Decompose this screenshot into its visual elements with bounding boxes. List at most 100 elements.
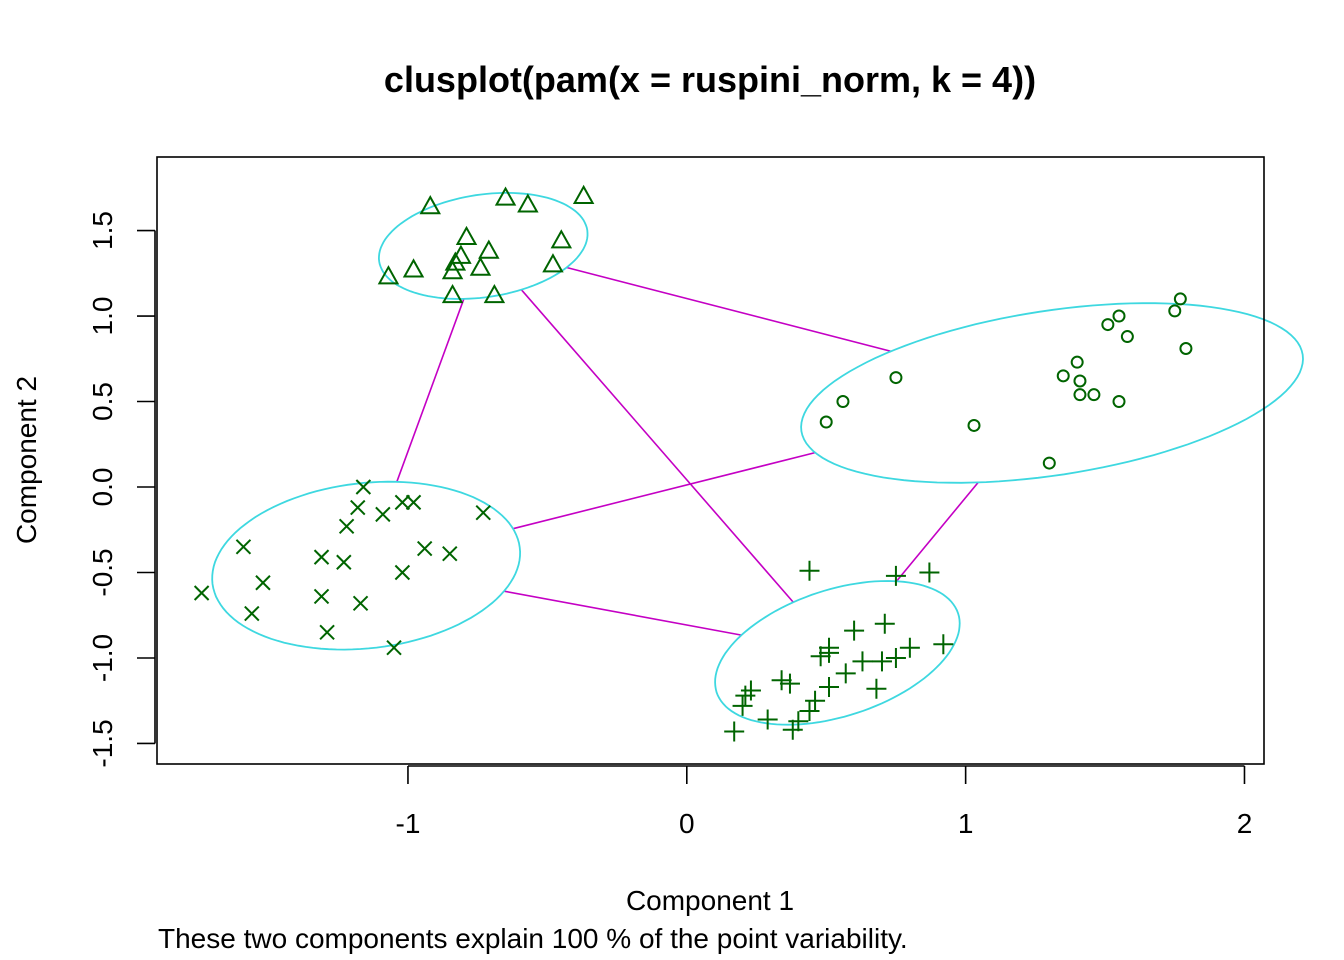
point-plus [835,663,856,684]
point-cross [352,595,369,611]
point-cross [313,588,330,605]
point-triangle [483,283,506,304]
cluster-ellipse [377,191,589,300]
point-plus [724,721,745,742]
point-triangle [517,193,539,213]
cluster-ellipse [211,480,522,651]
point-plus [805,690,826,711]
point-cross [394,494,411,511]
x-axis-label: Component 1 [626,885,794,916]
point-cross [355,479,372,495]
point-cross [416,540,433,557]
cluster-ellipse [800,302,1304,484]
cluster-link [396,298,465,483]
point-triangle [377,265,400,285]
point-plus [852,651,873,672]
point-plus [771,670,792,691]
y-tick-label: 0.0 [87,468,118,507]
point-plus [871,651,892,672]
y-axis-label: Component 2 [11,376,42,544]
point-plus [799,700,820,721]
cluster-link [520,289,794,603]
point-plus [810,646,831,667]
point-triangle [441,283,464,304]
point-circle [1073,388,1087,402]
point-plus [779,673,800,694]
y-tick-label: 1.0 [87,297,118,336]
point-plus [899,637,920,658]
point-cross [475,504,491,521]
data-points [193,184,1193,742]
point-cross [319,624,335,641]
point-circle [1112,309,1126,323]
point-plus [874,613,895,634]
x-tick-label: 1 [958,808,974,839]
y-axis: -1.5 -1.0 -0.5 0.0 0.5 1.0 1.5 [87,211,156,768]
point-cross [313,549,330,565]
x-tick-label: 2 [1237,808,1253,839]
point-cross [244,605,260,622]
point-cross [193,585,210,601]
y-tick-label: 1.5 [87,211,118,250]
point-plus [885,565,906,586]
point-plus [844,620,865,641]
point-plus [933,634,954,655]
variability-note: These two components explain 100 % of th… [158,923,908,954]
point-triangle [444,251,467,271]
point-plus [866,678,887,699]
point-cross [235,539,252,555]
point-plus [885,647,906,668]
cluster-link [503,590,742,636]
cluster-link [566,266,892,353]
cluster-ellipses [211,191,1304,726]
point-circle [1120,330,1134,344]
point-triangle [478,239,500,259]
point-triangle [469,256,492,276]
point-cross [375,506,391,523]
point-cross [336,554,352,570]
y-tick-label: -0.5 [87,548,118,596]
point-plus [735,685,756,706]
point-triangle [419,195,441,215]
y-tick-label: 0.5 [87,382,118,421]
point-circle [1070,355,1084,369]
point-circle [1179,342,1193,356]
point-cross [386,640,402,656]
point-plus [819,677,840,698]
point-plus [819,637,840,658]
point-triangle [572,184,595,204]
point-circle [967,418,981,432]
point-circle [819,415,833,429]
cluster-links [396,266,979,636]
point-triangle [450,244,472,264]
point-triangle [542,253,564,273]
point-circle [1173,292,1187,306]
point-cross [255,575,271,591]
point-circle [1112,395,1126,409]
point-circle [889,371,903,385]
point-plus [740,680,761,701]
point-circle [1056,369,1070,383]
point-circle [1087,388,1101,402]
point-cross [442,545,458,562]
point-circle [1168,304,1182,318]
point-plus [782,719,803,740]
point-circle [836,395,850,409]
y-tick-label: -1.0 [87,634,118,682]
point-cross [350,499,366,516]
x-tick-label: 0 [679,808,695,839]
point-plus [919,562,940,583]
cluster-ellipse [714,580,961,726]
point-triangle [455,225,478,246]
cluster-link [895,481,979,582]
plot-frame [156,156,1265,765]
chart-title: clusplot(pam(x = ruspini_norm, k = 4)) [384,59,1036,100]
y-tick-label: -1.5 [87,719,118,767]
point-plus [757,709,778,730]
point-cross [394,564,411,581]
x-axis: -1 0 1 2 [396,765,1253,839]
point-cross [405,494,422,511]
point-triangle [402,258,425,278]
point-plus [732,695,753,716]
